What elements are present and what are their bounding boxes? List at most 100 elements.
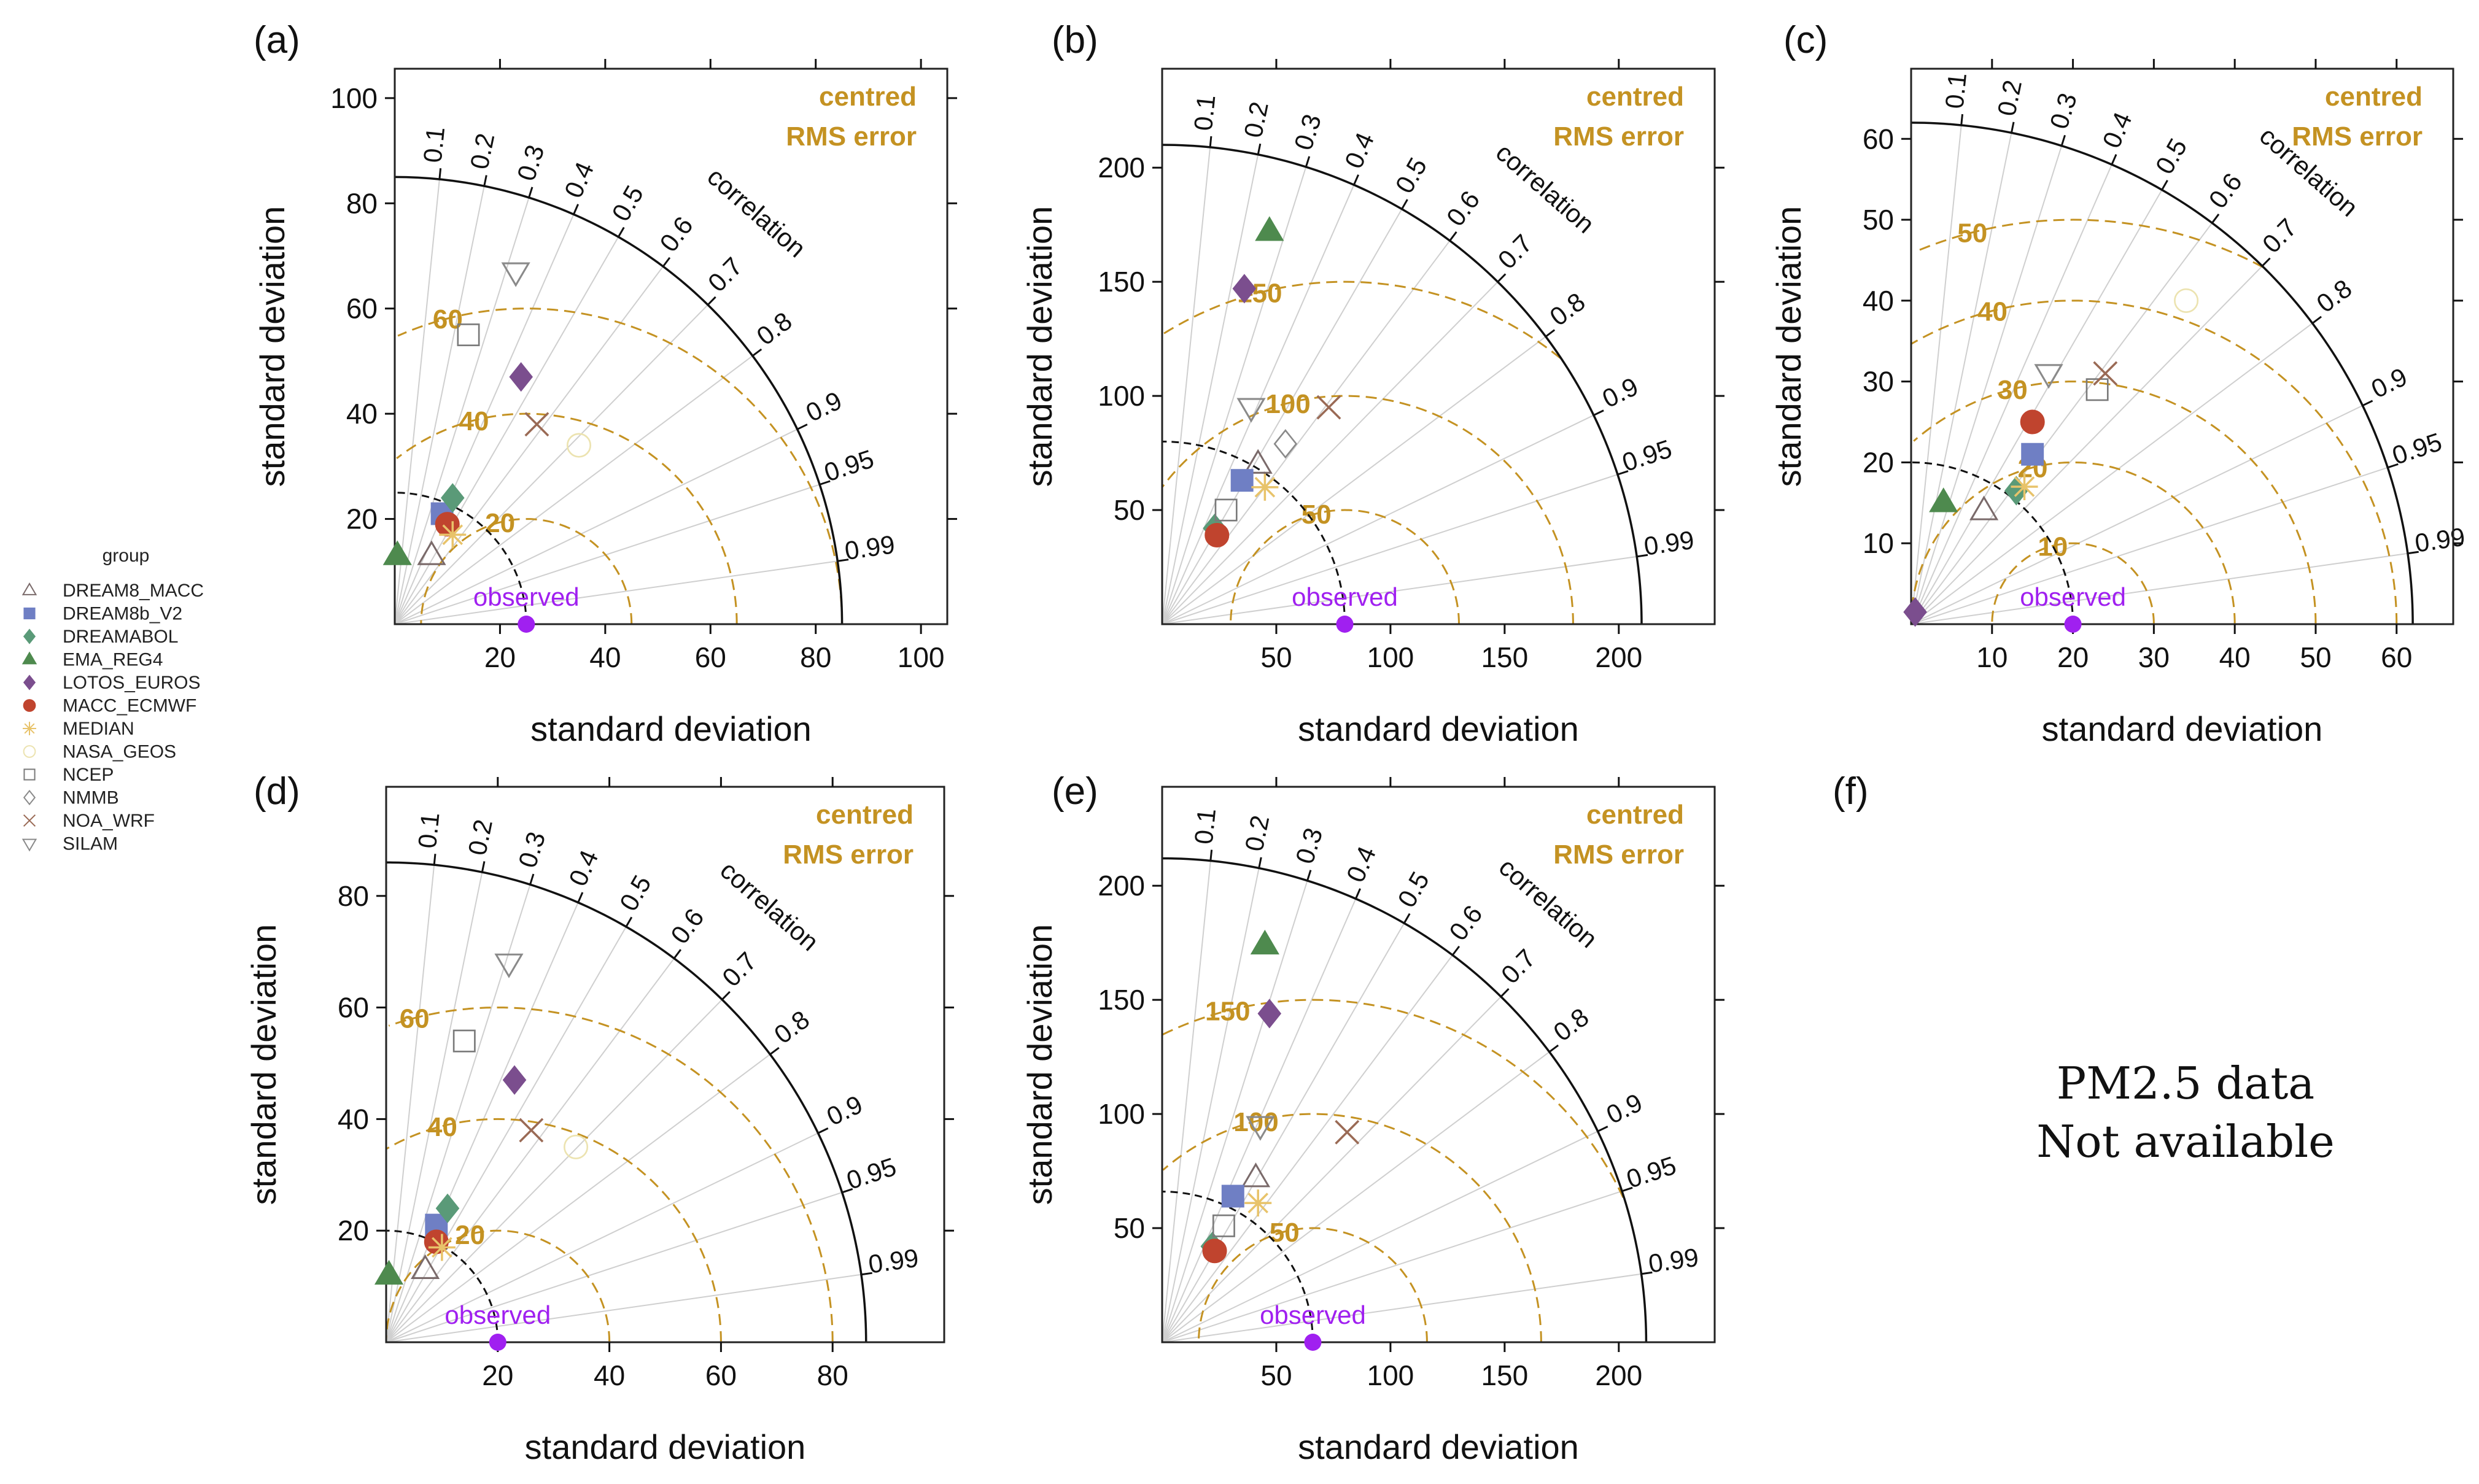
correlation-tick xyxy=(797,423,808,430)
y-tick-label: 50 xyxy=(1863,204,1894,236)
correlation-tick-label: 0.95 xyxy=(1623,1151,1680,1194)
rms-contour xyxy=(1162,395,1574,624)
correlation-tick-label: 0.2 xyxy=(465,131,500,172)
correlation-tick xyxy=(2111,154,2117,165)
panel-letter: (c) xyxy=(1783,19,1828,61)
pm25-not-available-line1: PM2.5 data xyxy=(2057,1057,2314,1109)
correlation-tick xyxy=(1451,945,1461,956)
x-tick-label: 10 xyxy=(1976,641,2008,673)
point-median xyxy=(1251,473,1279,501)
plot-frame xyxy=(394,68,949,625)
correlation-line xyxy=(1162,414,1594,624)
legend-label: NMMB xyxy=(63,788,119,808)
point-nasa-geos xyxy=(566,433,592,458)
correlation-line xyxy=(1911,125,1962,624)
observed-point xyxy=(2064,616,2082,633)
legend-item-ncep: NCEP xyxy=(23,765,114,785)
correlation-tick xyxy=(1306,870,1312,881)
correlation-tick xyxy=(438,168,442,180)
correlation-tick xyxy=(707,296,716,306)
correlation-line xyxy=(1911,133,2012,624)
outer-arc xyxy=(1162,144,1643,625)
correlation-tick-label: 0.5 xyxy=(614,870,657,916)
y-tick-label: 100 xyxy=(1098,1098,1145,1130)
correlation-tick xyxy=(2010,122,2015,133)
legend-marker-dream8b-v2-icon xyxy=(23,607,36,620)
model-points xyxy=(1903,288,2199,627)
correlation-tick-label: 0.2 xyxy=(1992,77,2027,118)
point-lotos-euros xyxy=(502,1065,527,1095)
observed-label: observed xyxy=(473,582,580,611)
correlation-tick-label: 0.9 xyxy=(2367,362,2411,404)
rms-contour-label: 40 xyxy=(1977,296,2008,327)
rms-contour-label: 50 xyxy=(1302,500,1332,530)
correlation-tick xyxy=(529,873,535,885)
point-dream8-macc xyxy=(1241,1162,1271,1188)
correlation-tick xyxy=(1353,174,1359,185)
correlation-tick xyxy=(1403,913,1411,924)
correlation-tick xyxy=(1500,988,1510,997)
correlation-tick-label: 0.3 xyxy=(513,829,551,871)
observed-sd-arc xyxy=(386,1229,499,1342)
correlation-tick-label: 0.95 xyxy=(2389,427,2445,470)
plot-frame xyxy=(1161,786,1716,1343)
correlation-line xyxy=(1162,240,1451,624)
point-dream8b-v2 xyxy=(2021,442,2044,466)
correlation-tick-label: 0.1 xyxy=(1939,71,1972,110)
correlation-tick-label: 0.2 xyxy=(1238,99,1274,141)
legend-label: MACC_ECMWF xyxy=(63,696,196,716)
correlation-tick-label: 0.9 xyxy=(801,386,846,428)
rms-contour xyxy=(1162,1113,1542,1342)
y-tick-label: 100 xyxy=(1098,380,1145,412)
rms-contour xyxy=(1230,509,1460,624)
correlation-tick xyxy=(1209,136,1212,148)
y-tick-label: 20 xyxy=(346,503,378,535)
correlation-tick-label: 0.6 xyxy=(1443,900,1488,946)
correlation-tick-label: 0.7 xyxy=(716,946,762,992)
y-tick-label: 150 xyxy=(1098,984,1145,1016)
rms-contour xyxy=(1914,218,2264,268)
correlation-line xyxy=(1911,145,2063,624)
point-noa-wrf xyxy=(2093,361,2118,386)
point-dream8b-v2 xyxy=(1221,1184,1244,1208)
model-points xyxy=(374,953,589,1285)
correlation-tick-label: 0.95 xyxy=(1618,434,1675,477)
point-ncep xyxy=(457,323,480,347)
legend-item-silam: SILAM xyxy=(21,834,118,854)
correlation-line xyxy=(386,902,579,1342)
panel-letter: (a) xyxy=(254,19,300,61)
panel-f-letter: (f) xyxy=(1833,770,1869,813)
correlation-tick-label: 0.9 xyxy=(1602,1088,1647,1129)
correlation-tick xyxy=(481,861,486,873)
legend-item-median: MEDIAN xyxy=(23,719,134,739)
point-median xyxy=(428,1234,456,1261)
point-noa-wrf xyxy=(1316,395,1341,420)
rms-title-line2: RMS error xyxy=(786,122,917,152)
point-ncep xyxy=(1212,1214,1235,1237)
y-tick-label: 30 xyxy=(1863,366,1894,398)
point-nasa-geos xyxy=(2174,288,2199,313)
legend-label: MEDIAN xyxy=(63,719,134,739)
correlation-tick-label: 0.4 xyxy=(1339,128,1379,172)
correlation-line xyxy=(1162,184,1355,624)
y-tick-label: 40 xyxy=(346,398,378,430)
legend-marker-nasa-geos-icon xyxy=(23,745,36,758)
rms-contour-label: 40 xyxy=(459,406,489,436)
point-lotos-euros xyxy=(1903,597,1927,627)
correlation-tick-label: 0.1 xyxy=(413,811,445,850)
correlation-tick xyxy=(819,480,831,485)
correlation-line xyxy=(1162,555,1637,624)
rms-contour-label: 100 xyxy=(1265,389,1310,419)
y-tick-label: 20 xyxy=(338,1215,369,1246)
correlation-tick-label: 0.8 xyxy=(1548,1002,1594,1047)
y-tick-label: 20 xyxy=(1863,446,1894,478)
correlation-tick-label: 0.95 xyxy=(843,1152,899,1195)
rms-contour xyxy=(386,1118,722,1342)
x-axis-title: standard deviation xyxy=(525,1428,806,1466)
correlation-tick xyxy=(662,257,671,268)
y-tick-label: 50 xyxy=(1114,1212,1145,1244)
point-silam xyxy=(1236,398,1266,423)
correlation-line xyxy=(1911,404,2363,624)
correlation-tick-label: 0.7 xyxy=(1492,229,1538,275)
observed-label: observed xyxy=(1260,1300,1366,1329)
